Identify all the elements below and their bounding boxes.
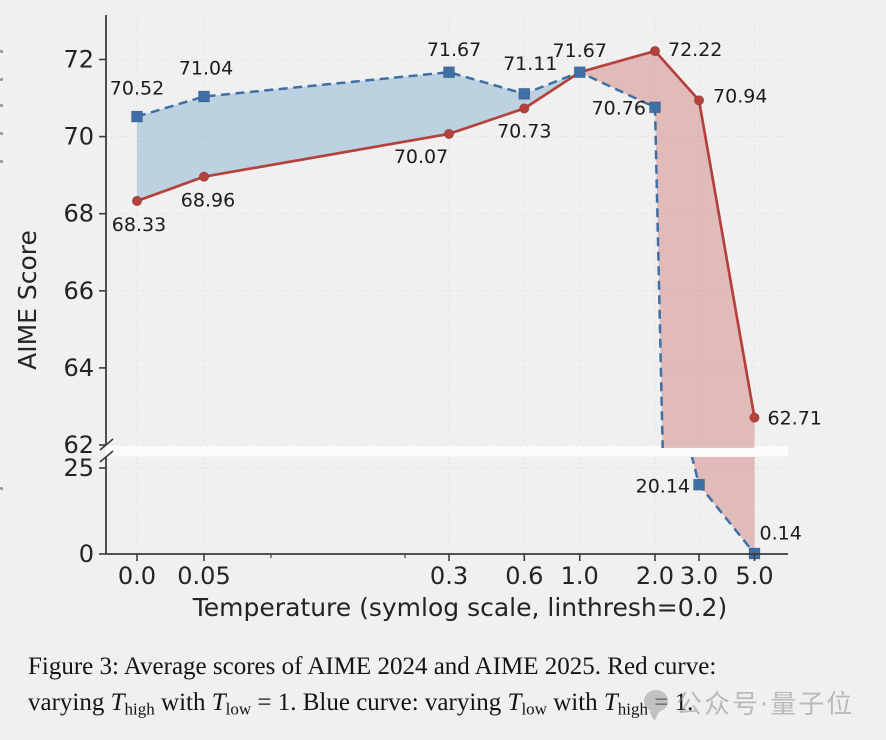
- marker-blue: [649, 101, 661, 114]
- caption-segment: = 1. Blue curve: varying: [251, 689, 508, 716]
- point-label-blue: 20.14: [636, 476, 690, 498]
- x-tick-label: 1.0: [561, 562, 599, 590]
- point-label-blue: 71.04: [179, 58, 233, 80]
- axis-break-band: [106, 445, 788, 457]
- left-edge-artifact: [0, 104, 3, 107]
- x-tick-label: 5.0: [735, 562, 773, 590]
- marker-red: [198, 171, 210, 182]
- fill-red-region: [579, 51, 755, 448]
- x-tick-label: 0.6: [505, 562, 543, 590]
- y-tick-label: 72: [63, 46, 94, 74]
- point-label-red: 68.96: [181, 190, 235, 212]
- marker-blue: [518, 87, 531, 100]
- marker-blue: [693, 478, 705, 491]
- point-label-red: 70.73: [497, 120, 551, 142]
- point-label-red: 72.22: [668, 39, 722, 61]
- caption-segment: with: [546, 689, 604, 716]
- marker-blue: [443, 66, 455, 79]
- caption-segment: low: [225, 699, 252, 719]
- point-label-red: 70.07: [394, 146, 448, 168]
- point-label-blue: 0.14: [759, 523, 801, 545]
- y-axis-title: AIME Score: [13, 230, 42, 370]
- point-label-blue: 71.67: [427, 39, 481, 61]
- point-label-blue: 70.52: [110, 78, 164, 100]
- marker-blue: [573, 66, 586, 79]
- y-tick-label: 66: [63, 277, 94, 305]
- panel-top: [106, 15, 788, 448]
- marker-red: [131, 195, 143, 207]
- caption-segment: high: [124, 699, 155, 719]
- caption-segment: T: [110, 689, 125, 716]
- x-tick-label: 0.3: [430, 562, 468, 590]
- caption-segment: Figure 3: Average scores of AIME 2024 an…: [28, 653, 717, 680]
- marker-red: [693, 95, 705, 106]
- caption-segment: T: [507, 689, 522, 716]
- y-tick-label: 25: [63, 454, 94, 482]
- x-tick-label: 3.0: [680, 562, 718, 590]
- fill-red-region: [692, 457, 755, 554]
- x-tick-label: 0.05: [177, 562, 230, 590]
- marker-blue: [198, 90, 210, 103]
- left-edge-artifact: [0, 50, 3, 53]
- y-tick-label: 0: [79, 540, 94, 568]
- point-label-red: 70.94: [713, 85, 767, 107]
- marker-red: [443, 128, 455, 140]
- caption-segment: high: [617, 699, 649, 719]
- y-tick-label: 70: [63, 123, 94, 151]
- caption-segment: low: [521, 699, 547, 719]
- x-tick-label: 2.0: [636, 562, 674, 590]
- x-tick-label: 0.0: [118, 562, 156, 590]
- series-line-blue: [136, 70, 664, 448]
- point-label-blue: 71.11: [503, 53, 557, 75]
- point-label-blue: 71.67: [553, 40, 607, 62]
- caption-segment: T: [603, 689, 618, 716]
- y-tick-label: 68: [63, 200, 94, 228]
- y-tick-label: 62: [63, 431, 94, 459]
- figure-caption: Figure 3: Average scores of AIME 2024 an…: [28, 649, 873, 727]
- axis-break-mark: [99, 450, 114, 463]
- point-label-red: 68.33: [112, 214, 166, 236]
- left-edge-artifact: [0, 132, 3, 135]
- y-tick-label: 64: [63, 354, 94, 382]
- left-edge-artifact: [0, 487, 3, 490]
- point-label-blue: 70.76: [592, 97, 646, 119]
- x-axis-title: Temperature (symlog scale, linthresh=0.2…: [192, 593, 727, 622]
- point-label-red: 62.71: [767, 408, 821, 430]
- left-edge-artifact: [0, 160, 3, 163]
- caption-segment: varying: [28, 689, 111, 716]
- aime-temperature-chart: 0.0 0.05 0.3 0.6 1.0 2.0 3.0 5.0 62 64 66 68 70 72 0 25…: [13, 15, 822, 622]
- marker-red: [749, 412, 760, 423]
- figure-caption-line: Figure 3: Average scores of AIME 2024 an…: [28, 649, 873, 685]
- marker-red: [519, 103, 530, 114]
- caption-segment: with: [154, 689, 212, 716]
- marker-blue: [131, 110, 143, 123]
- caption-segment: T: [211, 689, 226, 716]
- series-line-red: [136, 49, 756, 418]
- left-edge-artifact: [0, 78, 3, 81]
- marker-red: [649, 45, 661, 57]
- caption-segment: = 1.: [648, 689, 694, 716]
- axis-break-mark: [99, 438, 114, 451]
- figure-caption-line: varying Thigh with Tlow = 1. Blue curve:…: [28, 685, 873, 727]
